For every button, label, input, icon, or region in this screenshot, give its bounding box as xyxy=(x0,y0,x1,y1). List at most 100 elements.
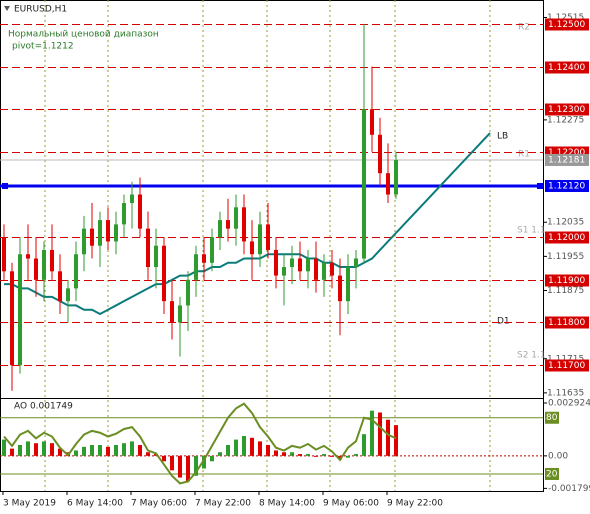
candle-body xyxy=(242,207,246,242)
candle-body xyxy=(386,173,390,195)
candle-body xyxy=(218,220,222,238)
osc-tick-label: 0.00 xyxy=(548,451,568,461)
lb-line xyxy=(395,132,491,234)
candle-body xyxy=(154,245,158,268)
level-label: 1.12300 xyxy=(548,105,585,115)
osc-bar xyxy=(82,446,86,456)
level-box xyxy=(545,274,589,287)
osc-bar xyxy=(394,425,398,456)
osc-bar xyxy=(210,455,214,462)
osc-bar xyxy=(114,445,118,456)
pivot-text: pivot=1.1212 xyxy=(12,42,74,52)
candle-body xyxy=(66,288,70,302)
osc-bar xyxy=(338,455,342,460)
candle-body xyxy=(354,258,358,268)
osc-level-label: 20 xyxy=(546,469,558,479)
osc-bar xyxy=(202,455,206,469)
osc-bar xyxy=(314,455,318,457)
candle-body xyxy=(138,194,142,229)
x-tick-label: 9 May 06:00 xyxy=(323,499,379,509)
candle-body xyxy=(42,249,46,280)
annotation: D1 xyxy=(497,317,510,327)
x-tick-label: 9 May 22:00 xyxy=(387,499,443,509)
x-tick-label: 6 May 14:00 xyxy=(67,499,123,509)
osc-bar xyxy=(242,435,246,456)
osc-bar xyxy=(42,441,46,456)
candle-body xyxy=(58,271,62,302)
level-label: 1.11700 xyxy=(548,361,585,371)
x-tick-label: 3 May 2019 xyxy=(3,499,56,509)
y-tick-label: 1.12515 xyxy=(547,13,584,23)
osc-bar xyxy=(34,443,38,456)
y-tick-label: 1.11715 xyxy=(547,354,584,364)
menu-icon xyxy=(4,6,10,11)
candle-body xyxy=(250,241,254,255)
candle-body xyxy=(18,254,22,366)
candle-body xyxy=(50,249,54,272)
osc-bar xyxy=(26,441,30,456)
candle-body xyxy=(178,305,182,323)
osc-bar xyxy=(322,454,326,456)
candle-body xyxy=(306,258,310,272)
candle-body xyxy=(74,254,78,289)
osc-bar xyxy=(290,452,294,456)
y-tick-label: 1.11875 xyxy=(547,286,584,296)
current-price-box xyxy=(545,153,589,166)
osc-bar xyxy=(138,445,142,456)
level-box xyxy=(545,359,589,372)
osc-bar xyxy=(10,448,14,456)
level-label: 1.12000 xyxy=(548,233,585,243)
osc-bar xyxy=(170,455,174,471)
osc-bar xyxy=(162,455,166,462)
candle-body xyxy=(370,109,374,135)
osc-line xyxy=(3,402,397,485)
osc-bar xyxy=(266,445,270,456)
candle-body xyxy=(170,301,174,323)
osc-bar xyxy=(346,455,350,458)
candle-body xyxy=(362,109,366,259)
candle-body xyxy=(146,228,150,268)
osc-bar xyxy=(74,450,78,456)
annotation: S1 1.1 xyxy=(517,226,546,236)
osc-level-box xyxy=(545,467,559,480)
osc-bar xyxy=(178,455,182,478)
candle-body xyxy=(322,262,326,280)
candle-body xyxy=(282,267,286,276)
level-box xyxy=(545,231,589,244)
candle-body xyxy=(346,267,350,302)
oscillator-label: AO 0.001749 xyxy=(14,402,73,412)
plot-frame xyxy=(0,0,544,492)
pivot-box xyxy=(545,179,589,192)
osc-bar xyxy=(2,439,6,456)
osc-bar xyxy=(386,419,390,456)
osc-bar xyxy=(58,448,62,456)
candle-body xyxy=(122,203,126,225)
x-tick-label: 7 May 06:00 xyxy=(131,499,187,509)
osc-level-box xyxy=(545,411,559,424)
osc-bar xyxy=(186,455,190,482)
candle-body xyxy=(210,237,214,263)
candle-body xyxy=(90,228,94,246)
osc-bar xyxy=(274,450,278,456)
osc-bar xyxy=(218,452,222,456)
candle-body xyxy=(186,279,190,306)
osc-tick-label: -0.001799 xyxy=(548,484,590,494)
candle-body xyxy=(314,258,318,280)
candle-body xyxy=(202,254,206,263)
candle-body xyxy=(98,220,102,246)
osc-bar xyxy=(250,437,254,456)
osc-bar xyxy=(258,441,262,456)
level-label: 1.12200 xyxy=(548,148,585,158)
level-label: 1.11900 xyxy=(548,276,585,286)
candle-body xyxy=(298,258,302,272)
indicator-name: Нормальный ценовой диапазон xyxy=(8,30,159,40)
candle-body xyxy=(338,275,342,302)
current-price-label: 1.12181 xyxy=(548,155,585,165)
pivot-marker xyxy=(537,182,543,189)
osc-bar xyxy=(90,445,94,456)
osc-bar xyxy=(194,455,198,476)
candle-body xyxy=(34,258,38,280)
candle-body xyxy=(258,224,262,255)
candle-body xyxy=(10,271,14,366)
